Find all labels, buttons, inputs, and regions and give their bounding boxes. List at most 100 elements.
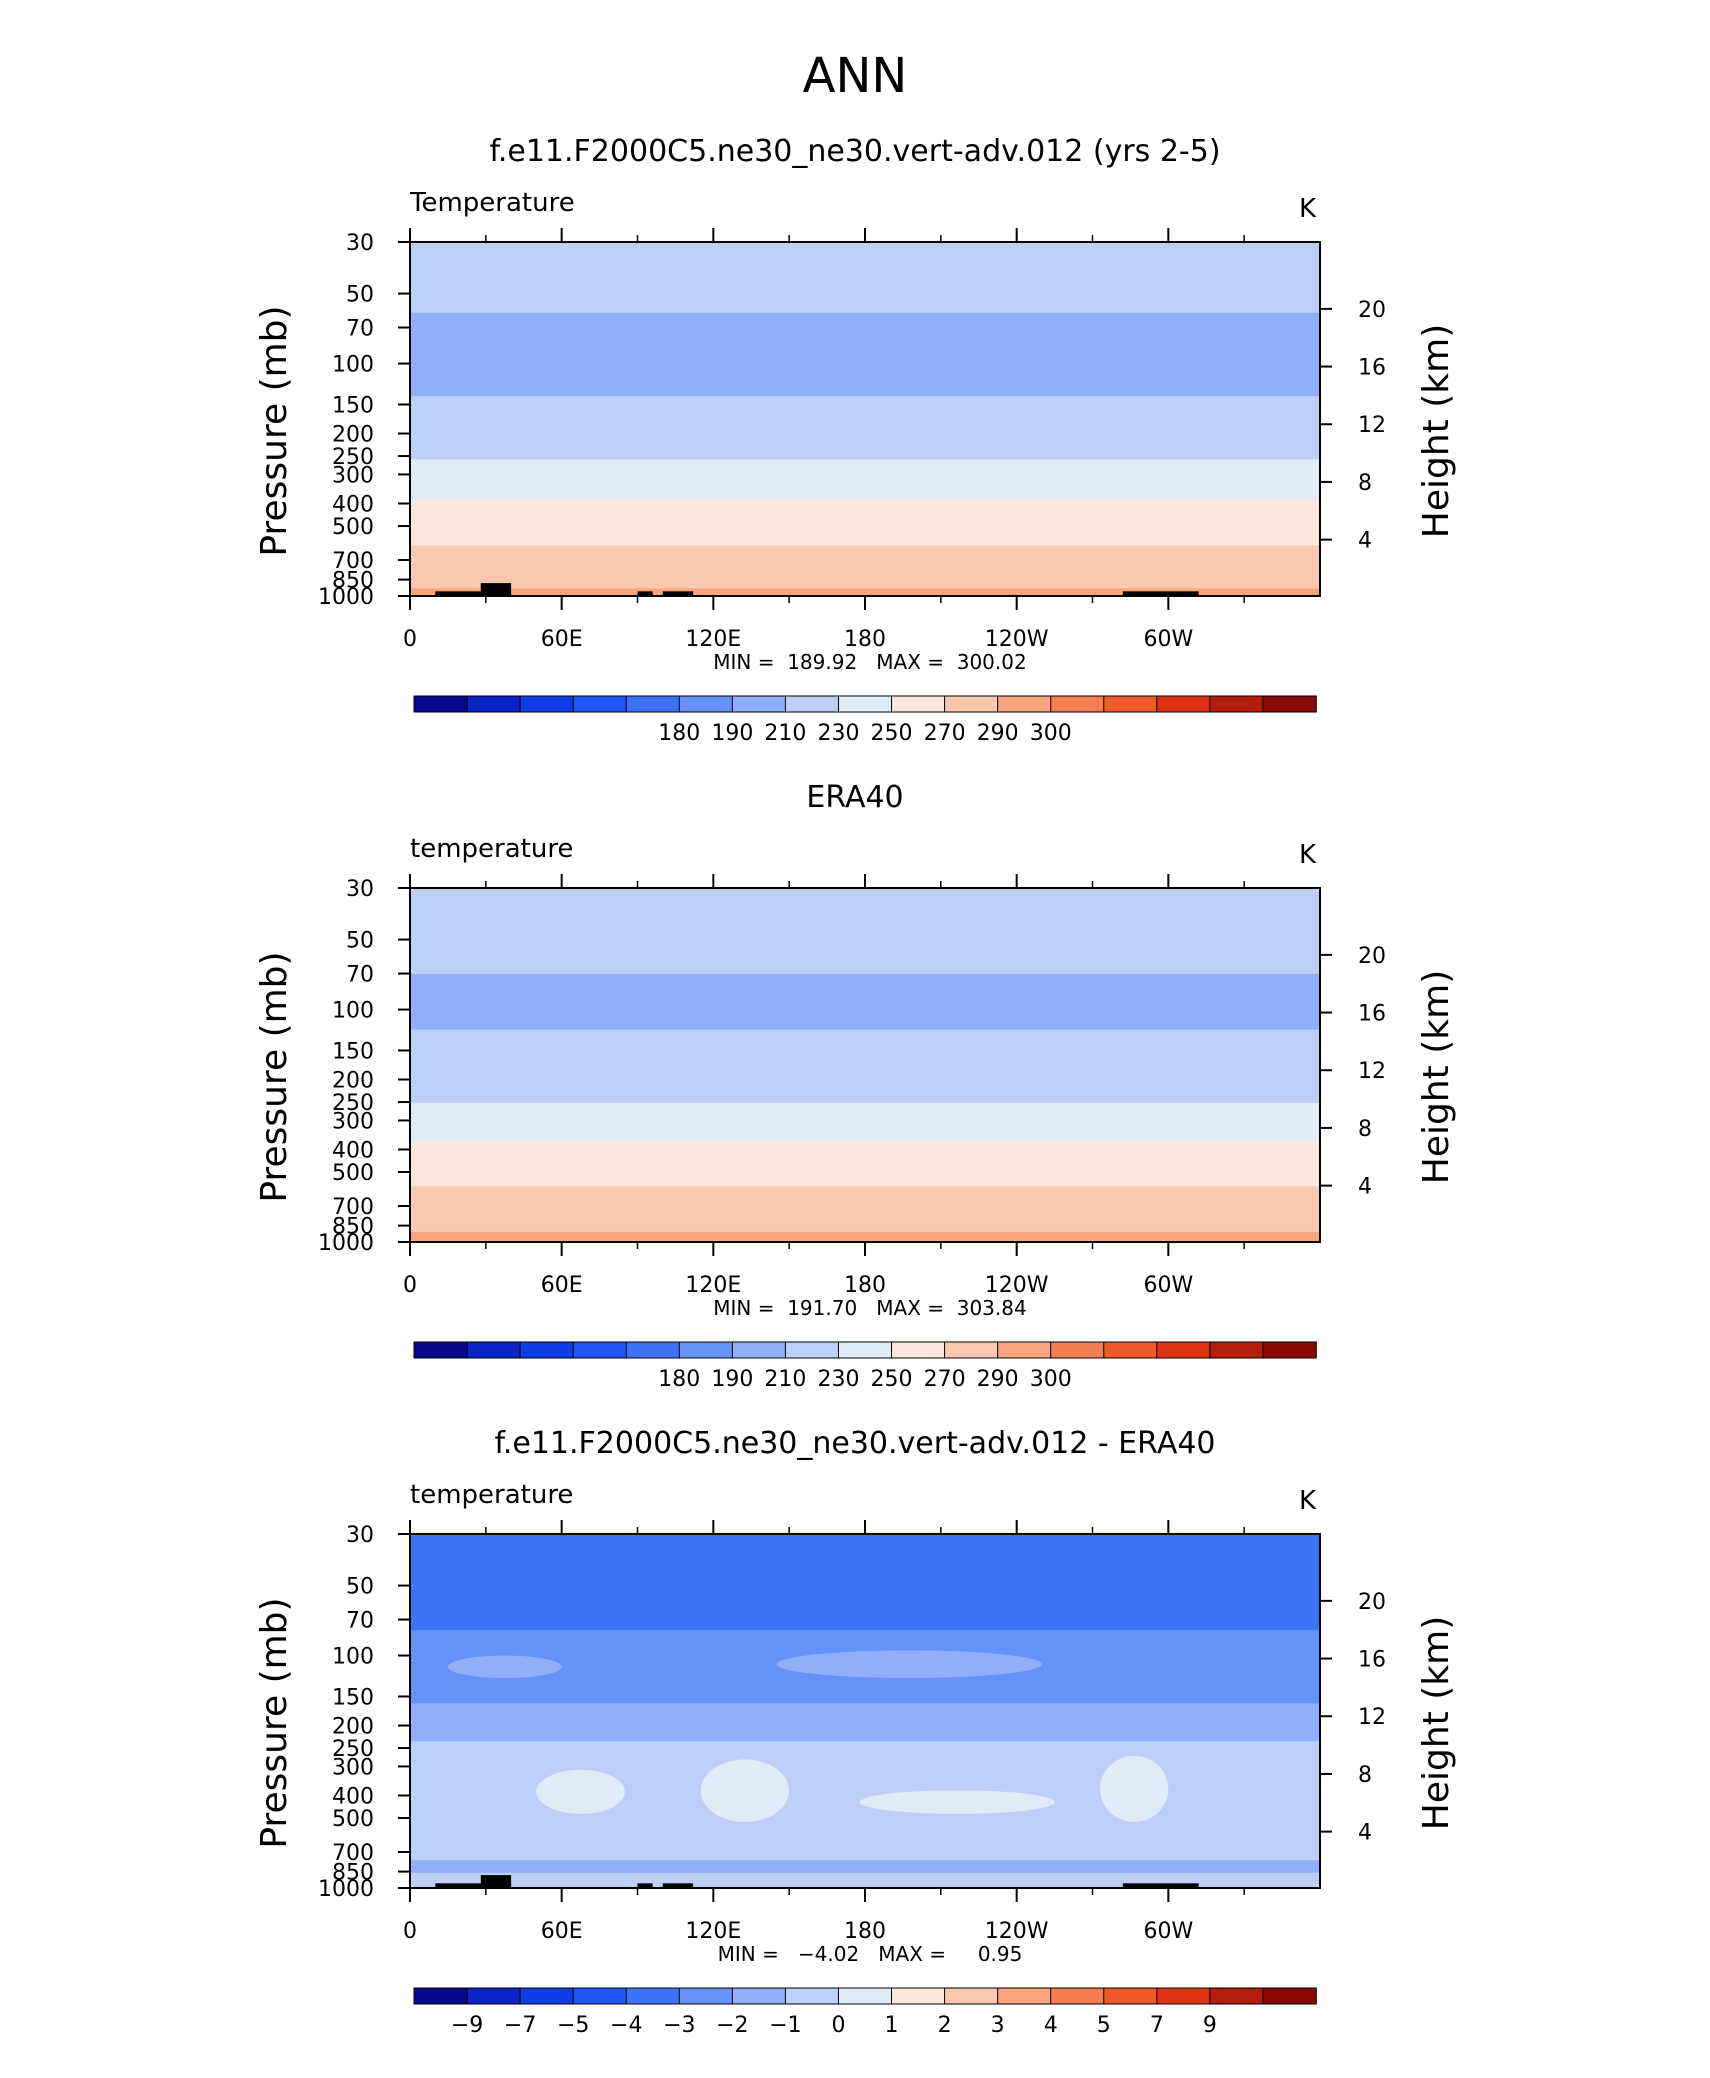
contour-band [410,272,1320,276]
contour-band [410,1630,1320,1634]
contour-band [410,1075,1320,1079]
colorbar-box [784,1987,840,2005]
colorbar-box [572,1341,628,1359]
colorbar-label: 190 [711,721,753,746]
contour-band [410,1867,1320,1871]
colorbar: −9 −7 −5 −4 −3 −2 −1 0 1 2 3 4 5 7 9 [413,1987,1317,2038]
colorbar-box [1209,695,1264,713]
y-tick-label: 1000 [318,585,374,610]
contour-band [410,1130,1320,1134]
x-tick-label: 180 [844,627,886,652]
contour-band [410,1095,1320,1099]
contour-band [410,1105,1320,1109]
contour-band [410,1559,1320,1563]
colorbar-box [625,1987,681,2005]
contour-band [410,1685,1320,1689]
contour-band [410,1186,1320,1190]
contour-feature-positive [700,1759,790,1822]
y-tick-label: 1000 [318,1231,374,1256]
contour-band [410,406,1320,410]
contour-band [410,403,1320,407]
colorbar-box [1156,695,1211,713]
colorbar-box [997,1341,1052,1359]
contour-band [410,242,1320,246]
contour-band [410,1022,1320,1026]
contour-band [410,1625,1320,1629]
contour-band [410,1054,1320,1059]
contour-band [410,431,1320,435]
colorbar: 180 190 210 230 250 270 290 300 [413,1341,1317,1392]
contour-band [410,434,1320,438]
contour-band [410,454,1320,458]
contour-band [410,1029,1320,1033]
contour-band [410,249,1320,253]
y-tick-label: 150 [332,1039,374,1064]
x-tick-label: 0 [403,1919,417,1944]
contour-band [410,1019,1320,1023]
y-tick-label: 70 [346,963,374,988]
colorbar-label: 2 [938,2013,952,2038]
y-tick-label: 400 [332,492,374,517]
y2-tick-label: 16 [1358,356,1386,381]
colorbar-box [731,695,787,713]
contour-band [410,1087,1320,1091]
y-tick-label: 500 [332,1807,374,1832]
contour-band [410,416,1320,420]
contour-band [410,1637,1320,1641]
colorbar-box [1262,1341,1317,1359]
contour-band [410,1049,1320,1053]
colorbar-label: 180 [658,1367,700,1392]
contour-band [410,913,1320,917]
colorbar: 180 190 210 230 250 270 290 300 [413,695,1317,746]
y2-axis-label: Height (km) [1416,970,1457,1184]
contour-band [410,1786,1320,1790]
y2-axis-label: Height (km) [1416,324,1457,538]
contour-band [410,966,1320,970]
topography-mask [637,1883,653,1888]
colorbar-box [1156,1987,1211,2005]
min-max-label: MIN = 189.92 MAX = 300.02 [713,650,1026,674]
chart-panel-3: f.e11.F2000C5.ne30_ne30.vert-adv.012 - E… [254,1426,1457,2038]
contour-band [410,1556,1320,1560]
contour-band [410,1004,1320,1008]
contour-band [410,568,1320,572]
y-tick-label: 300 [332,1755,374,1780]
contour-band [410,1085,1320,1089]
contour-band [410,1110,1320,1114]
contour-band [410,1115,1320,1119]
contour-band [410,1635,1320,1639]
x-tick-label: 120W [985,627,1049,652]
y-tick-label: 400 [332,1138,374,1163]
contour-band [410,1052,1320,1056]
y-tick-label: 30 [346,877,374,902]
contour-band [410,1090,1320,1094]
colorbar-label: 230 [817,1367,859,1392]
contour-band [410,1839,1320,1844]
contour-band [410,1612,1320,1616]
colorbar-box [731,1341,787,1359]
colorbar-box [784,695,840,713]
contour-band [410,925,1320,930]
contour-band [410,1589,1320,1593]
contour-band [410,1597,1320,1601]
contour-band [410,1872,1320,1876]
contour-band [410,1016,1320,1021]
contour-band [410,517,1320,521]
contour-band [410,547,1320,552]
contour-band [410,1166,1320,1170]
contour-band [410,1622,1320,1626]
contour-band [410,1695,1320,1699]
contour-band [410,979,1320,983]
contour-band [410,1748,1320,1753]
contour-band [410,1723,1320,1727]
colorbar-box [1103,695,1158,713]
colorbar-label: −7 [504,2013,536,2038]
contour-band [410,1082,1320,1086]
contour-band [410,1123,1320,1127]
y-tick-label: 850 [332,1215,374,1240]
contour-band [410,1566,1320,1570]
contour-band [410,297,1320,301]
contour-band [410,1171,1320,1175]
contour-band [410,1700,1320,1705]
